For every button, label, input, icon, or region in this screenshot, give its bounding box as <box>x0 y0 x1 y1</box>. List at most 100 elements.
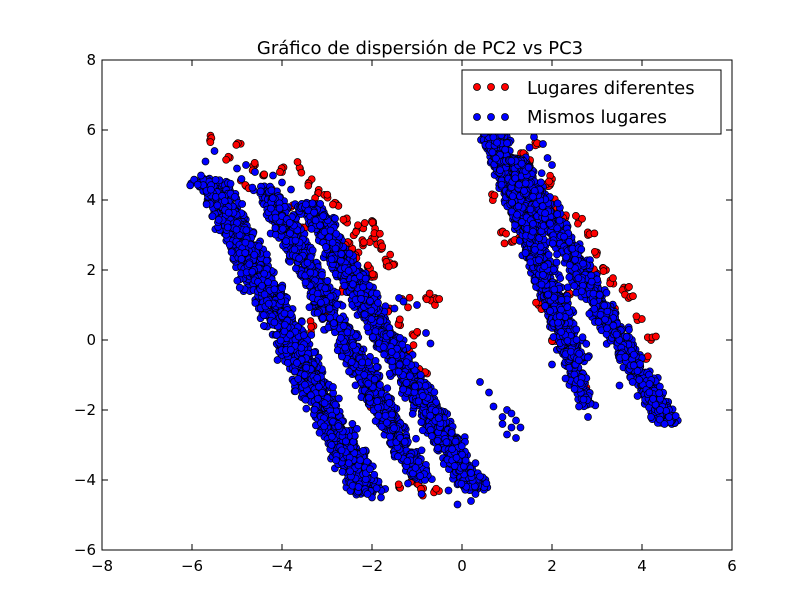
data-point-mismos-lugares <box>275 204 284 213</box>
data-point-lugares-diferentes <box>368 218 377 227</box>
data-point-mismos-lugares <box>292 264 300 273</box>
data-point-lugares-diferentes <box>339 215 348 224</box>
data-point-mismos-lugares <box>301 395 310 404</box>
data-point-mismos-lugares <box>271 224 280 232</box>
data-point-mismos-lugares <box>376 381 384 389</box>
data-point-mismos-lugares <box>328 238 337 247</box>
data-point-mismos-lugares <box>361 274 370 283</box>
data-point-mismos-lugares <box>227 248 236 256</box>
data-point-mismos-lugares <box>306 268 315 277</box>
data-point-lugares-diferentes <box>222 155 230 164</box>
data-point-mismos-lugares <box>242 226 251 235</box>
data-point-mismos-lugares <box>328 432 336 441</box>
data-point-mismos-lugares <box>291 387 300 396</box>
data-point-mismos-lugares <box>406 372 414 380</box>
data-point-mismos-lugares <box>270 318 279 327</box>
data-point-mismos-lugares <box>290 245 299 254</box>
data-point-mismos-lugares <box>340 281 349 290</box>
data-point-mismos-lugares <box>278 224 287 233</box>
data-point-mismos-lugares <box>270 285 279 294</box>
data-point-mismos-lugares <box>267 186 276 195</box>
data-point-lugares-diferentes <box>329 200 337 209</box>
data-point-mismos-lugares <box>322 243 330 251</box>
data-point-mismos-lugares <box>337 250 346 258</box>
data-point-mismos-lugares <box>371 356 380 365</box>
data-point-mismos-lugares <box>250 250 259 259</box>
data-point-mismos-lugares <box>399 385 408 394</box>
data-point-mismos-lugares <box>345 367 353 376</box>
data-point-mismos-lugares <box>353 424 361 433</box>
data-point-mismos-lugares <box>461 456 470 465</box>
data-point-mismos-lugares <box>442 438 451 446</box>
data-point-mismos-lugares <box>341 343 350 352</box>
data-point-mismos-lugares <box>417 446 426 455</box>
data-point-mismos-lugares <box>329 383 337 391</box>
data-point-mismos-lugares <box>241 249 250 257</box>
data-point-mismos-lugares <box>395 360 404 369</box>
data-point-mismos-lugares <box>372 289 381 298</box>
data-point-lugares-diferentes <box>435 295 444 303</box>
data-point-mismos-lugares <box>370 470 379 479</box>
data-point-lugares-diferentes <box>532 298 540 307</box>
data-point-mismos-lugares <box>337 446 346 455</box>
data-point-mismos-lugares <box>276 336 285 345</box>
data-point-mismos-lugares <box>321 284 330 293</box>
data-point-mismos-lugares <box>345 249 354 258</box>
data-point-mismos-lugares <box>416 371 425 379</box>
data-point-mismos-lugares <box>264 299 273 308</box>
data-point-lugares-diferentes <box>307 322 315 331</box>
data-point-mismos-lugares <box>193 180 202 189</box>
data-point-mismos-lugares <box>387 348 396 356</box>
data-point-lugares-diferentes <box>276 168 284 176</box>
data-point-mismos-lugares <box>301 200 310 209</box>
data-point-mismos-lugares <box>320 422 329 431</box>
data-point-lugares-diferentes <box>545 177 553 186</box>
data-point-mismos-lugares <box>373 397 382 405</box>
data-point-lugares-diferentes <box>354 221 362 230</box>
data-point-lugares-diferentes <box>378 242 387 251</box>
data-point-lugares-diferentes <box>352 228 360 236</box>
data-point-mismos-lugares <box>286 346 295 354</box>
data-point-mismos-lugares <box>313 374 322 382</box>
data-point-lugares-diferentes <box>206 138 215 146</box>
data-point-mismos-lugares <box>214 215 223 224</box>
data-point-lugares-diferentes <box>490 191 499 200</box>
data-point-mismos-lugares <box>271 213 280 222</box>
data-point-lugares-diferentes <box>578 214 586 223</box>
data-point-mismos-lugares <box>255 242 263 251</box>
data-point-mismos-lugares <box>233 276 242 285</box>
data-point-mismos-lugares <box>315 428 324 437</box>
data-point-mismos-lugares <box>293 359 301 367</box>
data-point-mismos-lugares <box>313 309 322 317</box>
data-point-mismos-lugares <box>301 278 310 287</box>
data-point-mismos-lugares <box>358 358 367 367</box>
data-point-mismos-lugares <box>259 321 268 330</box>
data-point-lugares-diferentes <box>232 141 241 149</box>
data-point-mismos-lugares <box>349 341 358 350</box>
data-point-mismos-lugares <box>280 320 289 329</box>
data-point-mismos-lugares <box>307 225 316 233</box>
data-point-mismos-lugares <box>280 309 289 318</box>
data-point-mismos-lugares <box>433 436 442 445</box>
data-point-mismos-lugares <box>323 277 332 285</box>
data-point-mismos-lugares <box>359 447 368 455</box>
data-point-mismos-lugares <box>430 388 439 397</box>
data-point-lugares-diferentes <box>500 239 509 248</box>
data-point-mismos-lugares <box>412 434 420 443</box>
points-layer <box>186 75 682 509</box>
data-point-mismos-lugares <box>372 363 381 371</box>
data-point-mismos-lugares <box>327 441 336 449</box>
data-point-lugares-diferentes <box>404 303 412 312</box>
data-point-mismos-lugares <box>268 194 277 203</box>
data-point-mismos-lugares <box>310 405 319 414</box>
data-point-mismos-lugares <box>383 418 391 427</box>
data-point-mismos-lugares <box>339 322 348 330</box>
data-point-mismos-lugares <box>374 411 383 420</box>
data-point-lugares-diferentes <box>413 327 422 336</box>
data-point-mismos-lugares <box>370 375 379 384</box>
data-point-mismos-lugares <box>336 256 345 265</box>
data-point-mismos-lugares <box>208 212 217 221</box>
data-point-mismos-lugares <box>394 367 403 376</box>
data-point-lugares-diferentes <box>590 247 599 256</box>
data-point-lugares-diferentes <box>652 332 660 341</box>
